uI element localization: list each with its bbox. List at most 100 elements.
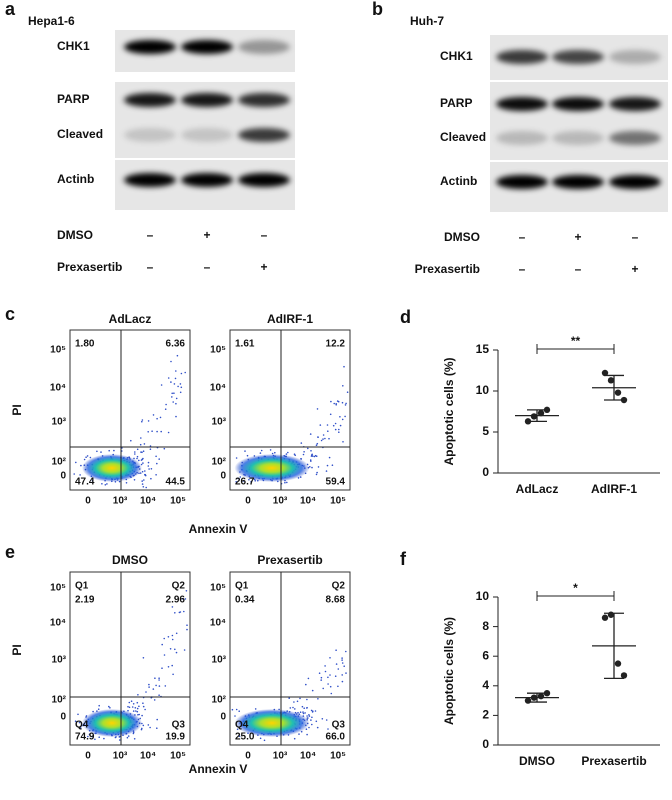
y-tick-label: 10² [52,457,67,468]
event-dot [300,442,303,444]
panel-label: f [400,549,407,569]
event-dot [317,436,319,439]
quadrant-name: Q3 [332,720,346,731]
event-dot [140,451,142,453]
quadrant-name: Q1 [235,581,249,592]
y-tick-label: 10³ [52,655,67,666]
quadrant-value: 25.0 [235,732,255,743]
condition-sign: – [147,260,154,274]
blot-band [552,50,604,64]
panel-label: b [372,0,383,19]
blot-band [124,40,176,54]
event-dot [149,445,152,447]
event-dot [154,677,156,679]
event-dot [158,685,161,687]
y-axis-label: PI [10,404,24,415]
event-dot [344,404,347,406]
event-dot [86,455,89,457]
event-dot [171,634,174,637]
y-tick-label: 10³ [212,655,227,666]
data-point [607,611,615,618]
event-dot [142,486,145,488]
y-tick-label: 10 [476,589,490,603]
band-name: Cleaved [57,127,103,141]
events [73,354,186,489]
event-dot [150,468,153,470]
event-dot [330,400,332,403]
event-dot [130,700,133,702]
event-dot [141,458,144,461]
event-dot [235,708,238,711]
blot-band [496,175,548,189]
event-dot [186,624,188,626]
event-dot [143,479,145,481]
event-dot [293,737,296,740]
event-dot [161,667,163,669]
event-dot [141,483,144,485]
event-dot [91,480,94,482]
event-dot [320,676,323,679]
event-dot [172,673,174,676]
event-dot [80,464,82,467]
event-dot [341,674,344,676]
event-dot [308,715,311,717]
event-dot [244,450,246,452]
quadrant-value: 47.4 [75,477,95,488]
blot-band [552,175,604,189]
y-tick-label: 10³ [52,417,67,428]
event-dot [311,723,313,726]
event-dot [304,712,306,714]
event-dot [77,713,79,716]
y-tick-label: 15 [476,342,490,356]
event-dot [141,727,143,730]
event-dot [250,480,252,483]
event-dot [239,476,242,478]
event-dot [305,683,307,686]
y-tick-label: 10⁵ [50,583,66,594]
event-dot [328,437,330,440]
event-dot [153,699,156,701]
event-dot [292,706,294,709]
x-tick-label: 10⁴ [300,496,316,507]
event-dot [136,701,139,704]
event-dot [335,649,337,651]
quadrant-name: Q3 [172,720,186,731]
event-dot [158,677,160,679]
events [234,365,349,485]
event-dot [331,464,334,467]
condition-name: Prexasertib [57,260,122,274]
blot-band [609,97,661,111]
blot-band [496,50,548,64]
event-dot [309,433,312,435]
event-dot [169,648,172,650]
event-dot [307,447,309,450]
event-dot [147,724,150,726]
cell-line: Huh-7 [410,14,444,28]
event-dot [299,697,301,700]
event-dot [132,703,135,705]
y-tick-label: 10² [212,695,227,706]
event-dot [341,659,343,661]
event-dot [293,701,295,703]
event-dot [314,710,317,712]
event-dot [263,739,266,742]
event-dot [325,719,328,721]
blot-band [181,40,233,54]
event-dot [176,354,179,357]
event-dot [167,377,170,379]
event-dot [343,665,346,667]
event-dot [133,738,136,740]
blot-band [238,40,290,54]
event-dot [172,401,174,403]
y-tick-label: 10 [476,383,490,397]
data-point [524,418,532,425]
x-tick-label: 10³ [113,496,128,507]
data-point [601,369,609,377]
y-tick-label: 0 [60,471,66,482]
quadrant-value: 66.0 [326,732,346,743]
event-dot [170,360,172,363]
event-dot [179,383,182,385]
event-dot [175,370,177,372]
y-axis-label: Apoptotic cells (%) [442,617,456,725]
event-dot [333,402,336,405]
